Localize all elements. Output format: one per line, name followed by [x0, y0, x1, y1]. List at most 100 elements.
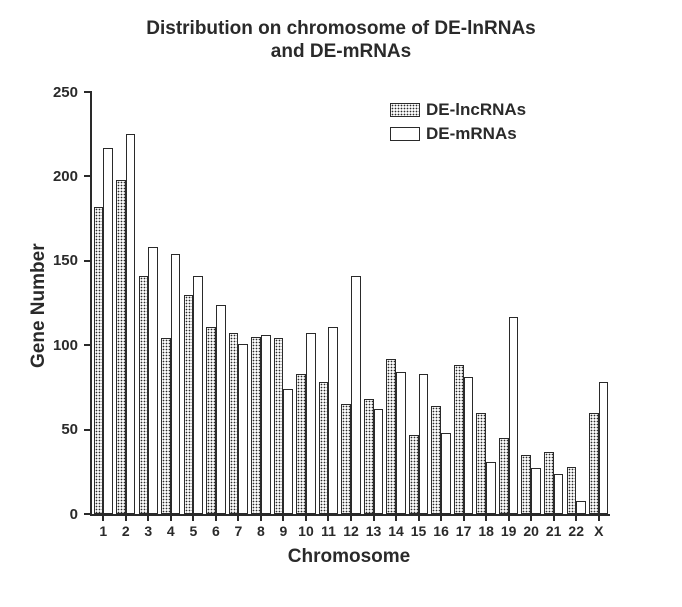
x-tick-label: 10 — [295, 523, 317, 539]
bar-lncrna — [589, 413, 599, 514]
x-tick-label: 20 — [520, 523, 542, 539]
bar-mrna — [283, 389, 293, 514]
x-tick-label: 21 — [543, 523, 565, 539]
bar-mrna — [261, 335, 271, 514]
x-tick-mark — [102, 514, 104, 521]
bar-lncrna — [567, 467, 577, 514]
bar-lncrna — [454, 365, 464, 514]
bar-mrna — [374, 409, 384, 514]
x-tick-label: 8 — [250, 523, 272, 539]
x-tick-mark — [260, 514, 262, 521]
bar-lncrna — [499, 438, 509, 514]
bar-lncrna — [161, 338, 171, 514]
bar-mrna — [103, 148, 113, 514]
x-tick-label: X — [588, 523, 610, 539]
bar-mrna — [554, 474, 564, 515]
bar-mrna — [531, 468, 541, 514]
x-tick-label: 12 — [340, 523, 362, 539]
y-tick-label: 150 — [48, 252, 78, 269]
x-tick-mark — [598, 514, 600, 521]
bar-lncrna — [184, 295, 194, 514]
x-tick-label: 6 — [205, 523, 227, 539]
bar-mrna — [486, 462, 496, 514]
x-tick-mark — [508, 514, 510, 521]
x-tick-mark — [327, 514, 329, 521]
x-tick-mark — [530, 514, 532, 521]
plot-area: 0501001502002501234567891011121314151617… — [90, 92, 610, 516]
x-tick-label: 3 — [137, 523, 159, 539]
legend-item: DE-lncRNAs — [390, 100, 526, 120]
bar-mrna — [396, 372, 406, 514]
bar-mrna — [419, 374, 429, 514]
bar-mrna — [238, 344, 248, 514]
x-tick-label: 13 — [363, 523, 385, 539]
x-tick-mark — [463, 514, 465, 521]
x-tick-mark — [440, 514, 442, 521]
x-tick-label: 18 — [475, 523, 497, 539]
bar-lncrna — [251, 337, 261, 514]
bar-lncrna — [206, 327, 216, 514]
y-tick-mark — [84, 429, 92, 431]
bar-lncrna — [341, 404, 351, 514]
bar-lncrna — [364, 399, 374, 514]
bar-lncrna — [94, 207, 104, 514]
x-tick-mark — [147, 514, 149, 521]
x-tick-mark — [350, 514, 352, 521]
bar-mrna — [351, 276, 361, 514]
x-tick-label: 17 — [453, 523, 475, 539]
bar-mrna — [148, 247, 158, 514]
bar-mrna — [509, 317, 519, 514]
x-tick-mark — [485, 514, 487, 521]
x-tick-mark — [553, 514, 555, 521]
y-tick-label: 250 — [48, 84, 78, 101]
x-tick-mark — [395, 514, 397, 521]
x-tick-label: 15 — [408, 523, 430, 539]
x-tick-label: 9 — [272, 523, 294, 539]
bar-lncrna — [521, 455, 531, 514]
x-tick-mark — [237, 514, 239, 521]
legend-swatch — [390, 127, 420, 141]
bar-lncrna — [431, 406, 441, 514]
x-tick-label: 16 — [430, 523, 452, 539]
legend: DE-lncRNAs DE-mRNAs — [390, 100, 526, 148]
y-axis-label: Gene Number — [28, 243, 50, 368]
x-tick-mark — [282, 514, 284, 521]
x-tick-mark — [305, 514, 307, 521]
bar-lncrna — [139, 276, 149, 514]
x-tick-mark — [215, 514, 217, 521]
legend-label: DE-mRNAs — [426, 124, 517, 144]
chart-title-line1: Distribution on chromosome of DE-lnRNAs — [0, 18, 682, 40]
bar-mrna — [306, 333, 316, 514]
bar-lncrna — [386, 359, 396, 514]
bar-mrna — [171, 254, 181, 514]
x-tick-label: 4 — [160, 523, 182, 539]
bar-lncrna — [476, 413, 486, 514]
x-tick-mark — [170, 514, 172, 521]
x-tick-mark — [192, 514, 194, 521]
y-tick-mark — [84, 344, 92, 346]
x-axis-label: Chromosome — [90, 546, 608, 568]
y-tick-label: 50 — [48, 421, 78, 438]
y-tick-label: 100 — [48, 337, 78, 354]
x-tick-label: 14 — [385, 523, 407, 539]
bar-lncrna — [229, 333, 239, 514]
bar-mrna — [599, 382, 609, 514]
y-tick-mark — [84, 260, 92, 262]
bar-mrna — [216, 305, 226, 514]
x-tick-label: 11 — [317, 523, 339, 539]
x-tick-label: 5 — [182, 523, 204, 539]
bar-lncrna — [319, 382, 329, 514]
y-tick-mark — [84, 513, 92, 515]
bar-lncrna — [296, 374, 306, 514]
y-tick-mark — [84, 91, 92, 93]
bar-mrna — [441, 433, 451, 514]
x-tick-label: 2 — [115, 523, 137, 539]
bar-mrna — [193, 276, 203, 514]
bar-mrna — [576, 501, 586, 515]
x-tick-label: 7 — [227, 523, 249, 539]
x-tick-mark — [373, 514, 375, 521]
bar-mrna — [464, 377, 474, 514]
bar-lncrna — [544, 452, 554, 514]
x-tick-label: 19 — [498, 523, 520, 539]
y-tick-mark — [84, 175, 92, 177]
